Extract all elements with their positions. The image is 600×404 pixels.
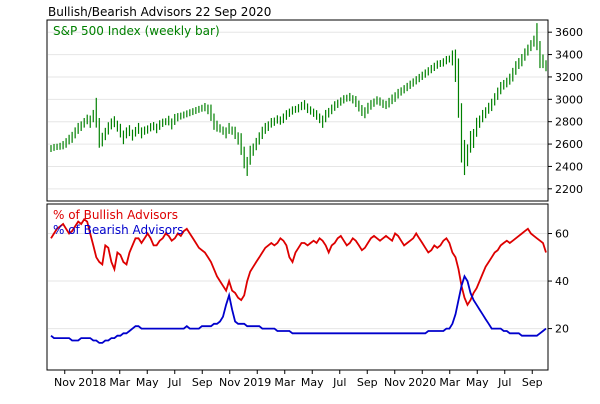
top-y-tick-label: 3400 <box>555 49 583 62</box>
bottom-panel-y-axis: 20 40 60 <box>548 228 569 336</box>
sp500-bars <box>50 23 547 176</box>
top-panel-grid <box>48 31 547 190</box>
x-tick-label: May <box>136 376 159 389</box>
top-y-tick-label: 3000 <box>555 93 583 106</box>
bearish-line <box>50 274 547 344</box>
advisor-lines <box>50 217 547 344</box>
bottom-y-tick-label: 20 <box>555 323 569 336</box>
chart-title: Bullish/Bearish Advisors 22 Sep 2020 <box>48 5 271 19</box>
top-y-tick-label: 3200 <box>555 71 583 84</box>
top-y-tick-label: 2400 <box>555 160 583 173</box>
bullish-line <box>50 217 547 307</box>
top-y-tick-label: 3600 <box>555 26 583 39</box>
x-tick-label: 2019 <box>243 376 271 389</box>
legend-bearish: % of Bearish Advisors <box>53 223 183 237</box>
top-y-tick-label: 2800 <box>555 116 583 129</box>
x-tick-label: Nov <box>219 376 241 389</box>
legend-bullish: % of Bullish Advisors <box>53 208 178 222</box>
x-tick-label: Mar <box>109 376 130 389</box>
top-y-tick-label: 2600 <box>555 138 583 151</box>
x-tick-label: Sep <box>192 376 213 389</box>
x-tick-label: Mar <box>274 376 295 389</box>
x-tick-label: Jul <box>332 376 346 389</box>
x-tick-label: Mar <box>439 376 460 389</box>
x-tick-label: Jul <box>167 376 181 389</box>
top-panel-y-axis: 2200 2400 2600 2800 3000 3200 3400 3600 <box>548 26 583 196</box>
x-tick-label: 2018 <box>78 376 106 389</box>
bottom-panel-frame <box>46 203 549 371</box>
bottom-y-tick-label: 60 <box>555 228 569 241</box>
x-tick-label: Jul <box>497 376 511 389</box>
x-tick-label: Nov <box>384 376 406 389</box>
x-tick-label: May <box>301 376 324 389</box>
x-axis: Nov 2018 Mar May Jul Sep Nov 2019 Mar May Jul Sep No… <box>54 370 543 389</box>
x-tick-label: Sep <box>522 376 543 389</box>
sp500-panel-label: S&P 500 Index (weekly bar) <box>53 24 220 38</box>
top-panel-frame <box>46 19 549 202</box>
bottom-y-tick-label: 40 <box>555 275 569 288</box>
x-tick-label: Sep <box>357 376 378 389</box>
x-tick-label: 2020 <box>408 376 436 389</box>
x-tick-label: May <box>466 376 489 389</box>
top-y-tick-label: 2200 <box>555 183 583 196</box>
x-tick-label: Nov <box>54 376 76 389</box>
